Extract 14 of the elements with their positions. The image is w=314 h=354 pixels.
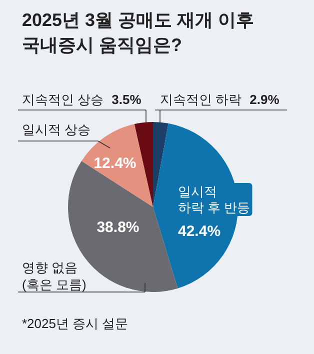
slice-label: 영향 없음 (혹은 모름) <box>22 260 86 292</box>
data-label: 3.5% <box>112 92 142 107</box>
data-label: 2.9% <box>250 92 280 107</box>
slice-label: 지속적인 하락 <box>160 92 242 107</box>
data-label: 42.4% <box>178 223 221 240</box>
slice-label: 일시적 하락 후 반등 <box>178 184 250 215</box>
chart-title: 2025년 3월 공매도 재개 이후 국내증시 움직임은? <box>22 10 254 55</box>
pie-slice <box>134 122 153 207</box>
data-label: 38.8% <box>96 219 140 236</box>
slice-label: 일시적 상승 <box>22 122 91 137</box>
slice-label: 지속적인 상승 <box>22 92 104 107</box>
pie-slice <box>153 122 168 207</box>
data-label: 12.4% <box>94 155 136 172</box>
text: *2025년 증시 설문 <box>22 316 128 331</box>
